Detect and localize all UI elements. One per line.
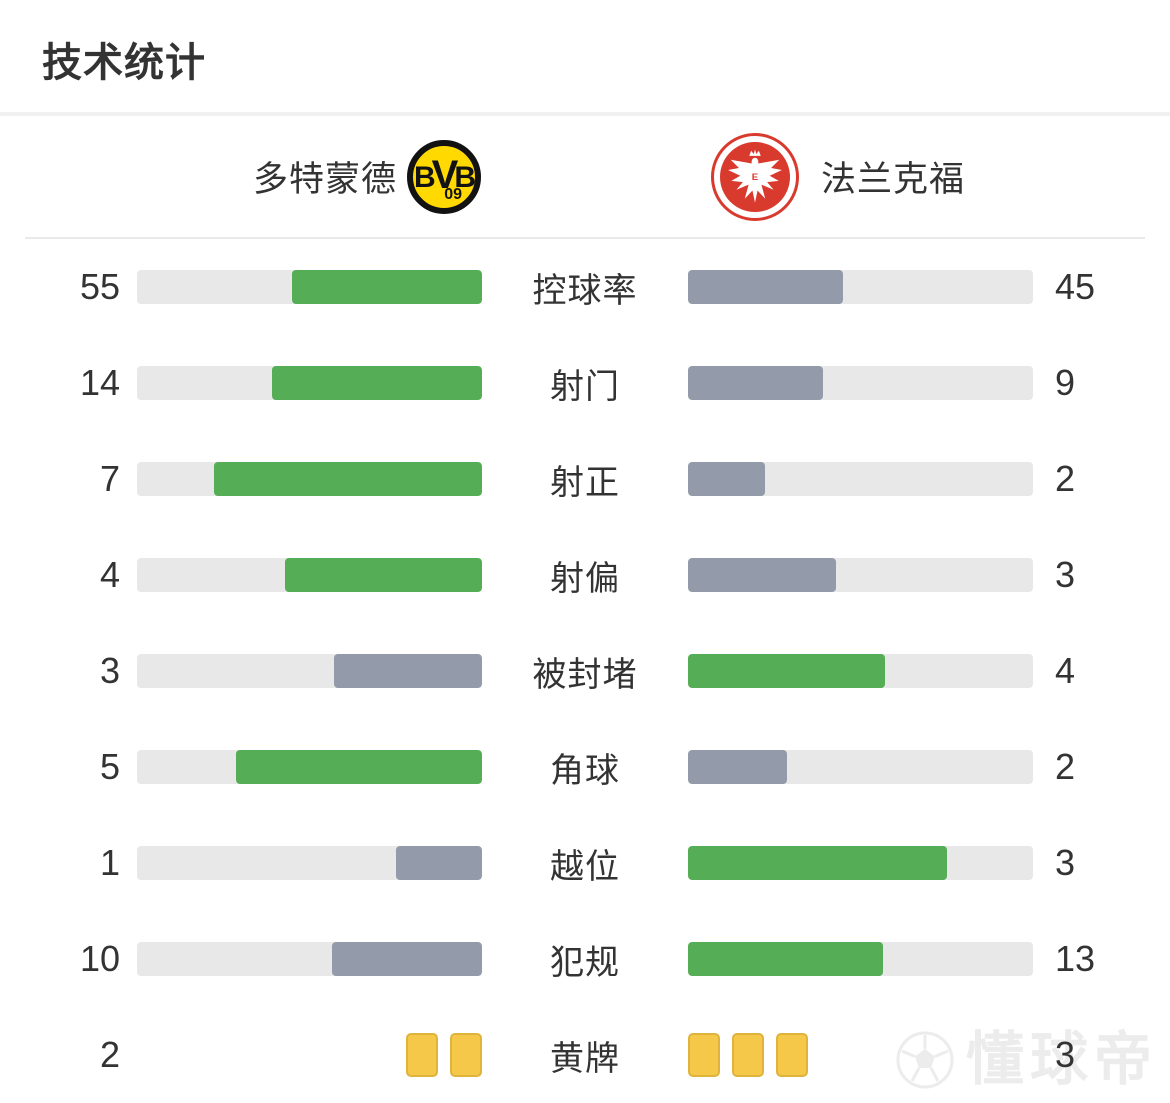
stat-label: 射正	[550, 463, 620, 502]
home-value: 7	[99, 458, 120, 499]
away-value: 45	[1055, 266, 1096, 307]
home-bar	[137, 750, 482, 784]
home-bar	[137, 558, 482, 592]
home-yellow-cards	[137, 1033, 482, 1077]
away-value: 13	[1055, 938, 1096, 979]
away-value: 2	[1055, 746, 1076, 787]
section-divider-top	[0, 112, 1170, 116]
home-value: 3	[99, 650, 120, 691]
stat-label: 犯规	[550, 943, 620, 982]
home-value: 4	[99, 554, 120, 595]
away-team-name: 法兰克福	[821, 160, 966, 199]
home-value: 55	[79, 266, 120, 307]
stat-row-fouls: 10 犯规 13	[0, 911, 1170, 1007]
away-bar	[688, 654, 1033, 688]
stat-label: 控球率	[532, 271, 638, 310]
away-yellow-cards	[688, 1033, 1033, 1077]
away-bar	[688, 846, 1033, 880]
stat-label: 黄牌	[550, 1039, 620, 1078]
away-bar	[688, 462, 1033, 496]
yellow-card-icon	[450, 1033, 482, 1077]
stat-label: 越位	[550, 847, 620, 886]
away-value: 3	[1055, 1034, 1076, 1075]
away-bar	[688, 366, 1033, 400]
stat-row-possession: 55 控球率 45	[0, 239, 1170, 335]
stat-row-corners: 5 角球 2	[0, 719, 1170, 815]
stat-row-yellow-cards: 2 黄牌 3	[0, 1007, 1170, 1103]
away-bar	[688, 942, 1033, 976]
stat-label: 射偏	[550, 559, 620, 598]
frankfurt-badge-inner: E	[720, 141, 790, 212]
away-team-header[interactable]: E 法兰克福	[585, 116, 1170, 237]
header-divider	[25, 237, 1145, 239]
svg-text:E: E	[752, 172, 759, 183]
home-value: 14	[79, 362, 120, 403]
home-team-name: 多特蒙德	[252, 160, 397, 199]
stat-label: 射门	[550, 367, 620, 406]
page-title: 技术统计	[42, 41, 206, 85]
yellow-card-icon	[406, 1033, 438, 1077]
yellow-card-icon	[732, 1033, 764, 1077]
home-bar	[137, 270, 482, 304]
away-bar	[688, 558, 1033, 592]
stat-row-shots-on-target: 7 射正 2	[0, 431, 1170, 527]
stat-label: 角球	[550, 751, 620, 790]
away-value: 2	[1055, 458, 1076, 499]
frankfurt-badge-icon: E	[711, 132, 799, 221]
stat-row-shots-off-target: 4 射偏 3	[0, 527, 1170, 623]
stat-row-offsides: 1 越位 3	[0, 815, 1170, 911]
stat-row-blocked: 3 被封堵 4	[0, 623, 1170, 719]
home-bar	[137, 366, 482, 400]
away-bar	[688, 270, 1033, 304]
bvb-09: 09	[444, 185, 462, 203]
away-value: 9	[1055, 362, 1076, 403]
yellow-card-icon	[688, 1033, 720, 1077]
home-bar	[137, 462, 482, 496]
stats-panel: 55 控球率 45 14 射门 9 7 射正 2 4 射偏 3 3 被封堵 4 …	[0, 239, 1170, 1103]
home-value: 5	[99, 746, 120, 787]
stat-label: 被封堵	[532, 655, 638, 694]
home-value: 10	[79, 938, 120, 979]
stat-row-shots: 14 射门 9	[0, 335, 1170, 431]
away-value: 3	[1055, 554, 1076, 595]
home-bar	[137, 846, 482, 880]
yellow-card-icon	[776, 1033, 808, 1077]
away-value: 4	[1055, 650, 1076, 691]
home-bar	[137, 942, 482, 976]
home-bar	[137, 654, 482, 688]
away-bar	[688, 750, 1033, 784]
away-value: 3	[1055, 842, 1076, 883]
home-value: 2	[99, 1034, 120, 1075]
home-value: 1	[99, 842, 120, 883]
